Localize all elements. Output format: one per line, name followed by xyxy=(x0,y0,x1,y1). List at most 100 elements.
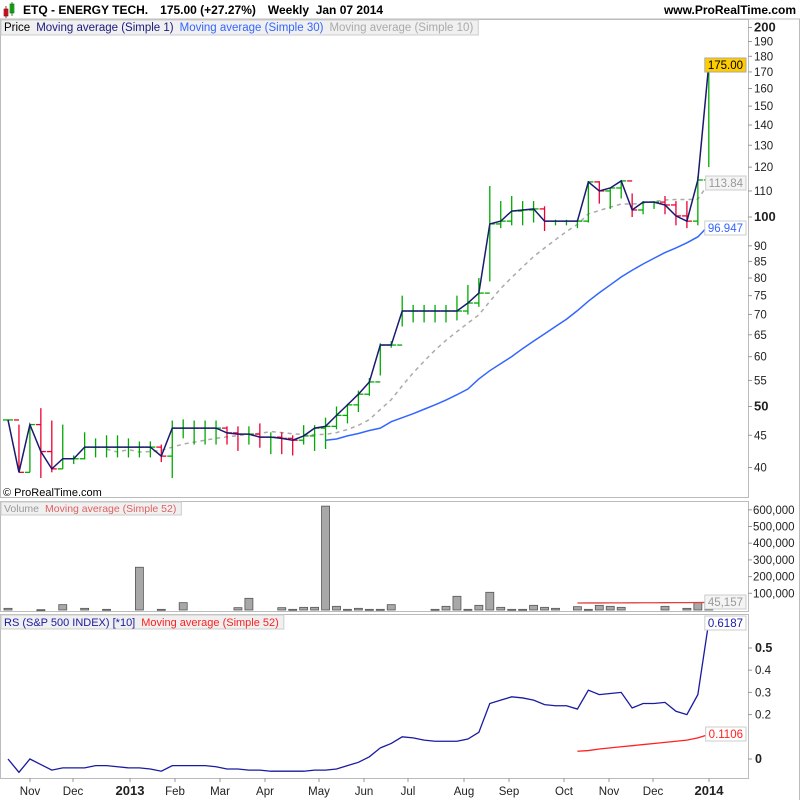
price-tick-label: 80 xyxy=(754,273,767,285)
price-tick-label: 45 xyxy=(754,430,767,442)
price-tick-label: 70 xyxy=(754,310,767,322)
ma10-label: 113.84 xyxy=(705,175,747,191)
x-tick-label: May xyxy=(308,786,330,798)
period-date: Weekly Jan 07 2014 xyxy=(268,3,384,17)
price-tick-label: 55 xyxy=(754,375,767,387)
copyright: © ProRealTime.com xyxy=(3,487,102,499)
x-tick-label: Jun xyxy=(355,786,374,798)
volume-bar xyxy=(364,608,374,611)
rs-panel[interactable] xyxy=(0,614,749,779)
volume-bar xyxy=(332,605,341,611)
price-series xyxy=(3,63,714,478)
rs-tick-label: 0.4 xyxy=(755,665,772,677)
price-panel[interactable] xyxy=(0,19,749,498)
volume-bar xyxy=(375,608,385,611)
price-tick-label: 170 xyxy=(754,67,773,79)
price-tick-label: 140 xyxy=(754,120,773,132)
x-tick-label: Dec xyxy=(643,786,664,798)
price-tick-label: 130 xyxy=(754,140,773,152)
volume-tick-label: 600,000 xyxy=(753,505,795,517)
legend-volume: Volume xyxy=(4,503,39,515)
volume-bar xyxy=(518,608,528,611)
volume-bar xyxy=(594,604,604,611)
volume-ma-text: 45,157 xyxy=(708,597,743,609)
volume-tick-label: 200,000 xyxy=(753,572,795,584)
legend-ma10: Moving average (Simple 10) xyxy=(329,22,473,34)
rs-tick-label: 0.3 xyxy=(755,687,771,699)
volume-tick-label: 500,000 xyxy=(753,522,795,534)
volume-tick-label: 300,000 xyxy=(753,555,795,567)
volume-bar xyxy=(299,606,309,611)
price-tick-label: 200 xyxy=(754,20,776,35)
rs-ma-label: 0.1106 xyxy=(705,726,747,742)
volume-bar xyxy=(507,608,517,611)
symbol-title: ETQ - ENERGY TECH. xyxy=(23,3,148,17)
price-legend: Price Moving average (Simple 1) Moving a… xyxy=(0,19,479,36)
volume-bar xyxy=(551,607,560,611)
volume-panel[interactable] xyxy=(0,501,749,612)
volume-bar xyxy=(233,607,243,611)
rs-tick-label: 0.2 xyxy=(755,710,771,722)
price-tick-label: 190 xyxy=(754,37,773,49)
volume-bar xyxy=(441,605,451,611)
volume-bar xyxy=(156,608,166,611)
ma1-line xyxy=(7,63,710,473)
volume-axis: 600,000 500,000 400,000 300,000 200,000 100,0… xyxy=(748,505,795,600)
volume-bar xyxy=(616,606,626,611)
x-tick-label: 2013 xyxy=(116,783,145,798)
x-tick-label: Nov xyxy=(599,786,620,798)
x-tick-label: Apr xyxy=(256,786,274,798)
site-link[interactable]: www.ProRealTime.com xyxy=(663,3,796,17)
legend-rs: RS (S&P 500 INDEX) [*10] xyxy=(4,617,135,629)
volume-bar xyxy=(102,608,111,611)
rs-line xyxy=(7,621,710,774)
price-tick-label: 110 xyxy=(754,186,772,198)
volume-bar xyxy=(343,608,352,611)
volume-bar xyxy=(36,609,46,612)
price-tick-label: 90 xyxy=(754,241,767,253)
volume-bar xyxy=(682,607,692,611)
rs-series xyxy=(7,621,710,774)
volume-bar xyxy=(463,608,473,611)
legend-ma1: Moving average (Simple 1) xyxy=(36,22,174,34)
rs-legend: RS (S&P 500 INDEX) [*10] Moving average … xyxy=(0,614,285,630)
volume-bar xyxy=(430,608,440,611)
x-tick-label: Nov xyxy=(20,786,41,798)
volume-bar xyxy=(573,606,582,611)
volume-bar xyxy=(529,604,538,611)
volume-bar xyxy=(496,606,506,611)
price-axis: 200 190 180 170 160 150 140 130 120 110 100 90 85 80 7… xyxy=(748,20,776,475)
price-tick-label: 50 xyxy=(754,399,768,414)
x-axis: Nov Dec 2013 Feb Mar Apr May Jun Jul Aug Sep Oct Nov… xyxy=(20,778,724,798)
volume-series xyxy=(3,505,714,612)
legend-price: Price xyxy=(4,22,30,34)
price-tick-label: 120 xyxy=(754,162,773,174)
volume-bar xyxy=(693,602,703,611)
rs-axis: 0.5 0.4 0.3 0.2 0 xyxy=(748,641,772,766)
logo-candlestick-icon xyxy=(3,2,15,18)
volume-bar xyxy=(58,604,68,611)
price-tick-label: 40 xyxy=(754,463,767,475)
price-tick-label: 180 xyxy=(754,51,773,63)
volume-bar xyxy=(386,604,396,611)
price-tick-label: 150 xyxy=(754,101,773,113)
volume-bar xyxy=(80,607,90,611)
x-tick-label: Oct xyxy=(555,786,574,798)
rs-tick-label: 0.5 xyxy=(755,641,772,655)
ma30-text: 96.947 xyxy=(708,223,743,235)
volume-bar xyxy=(244,597,254,611)
x-tick-label: Dec xyxy=(63,786,84,798)
rs-text: 0.6187 xyxy=(708,618,743,630)
volume-bar xyxy=(3,607,13,611)
volume-bar xyxy=(583,608,593,611)
rs-ma-line xyxy=(577,733,709,752)
volume-tick-label: 400,000 xyxy=(753,538,795,550)
x-tick-label: Sep xyxy=(499,786,519,798)
legend-volume-ma: Moving average (Simple 52) xyxy=(45,503,176,515)
volume-bar xyxy=(288,608,298,611)
volume-bar xyxy=(474,604,484,611)
volume-bar xyxy=(321,505,330,611)
ma30-line xyxy=(325,224,710,441)
price-tick-label: 85 xyxy=(754,256,767,268)
